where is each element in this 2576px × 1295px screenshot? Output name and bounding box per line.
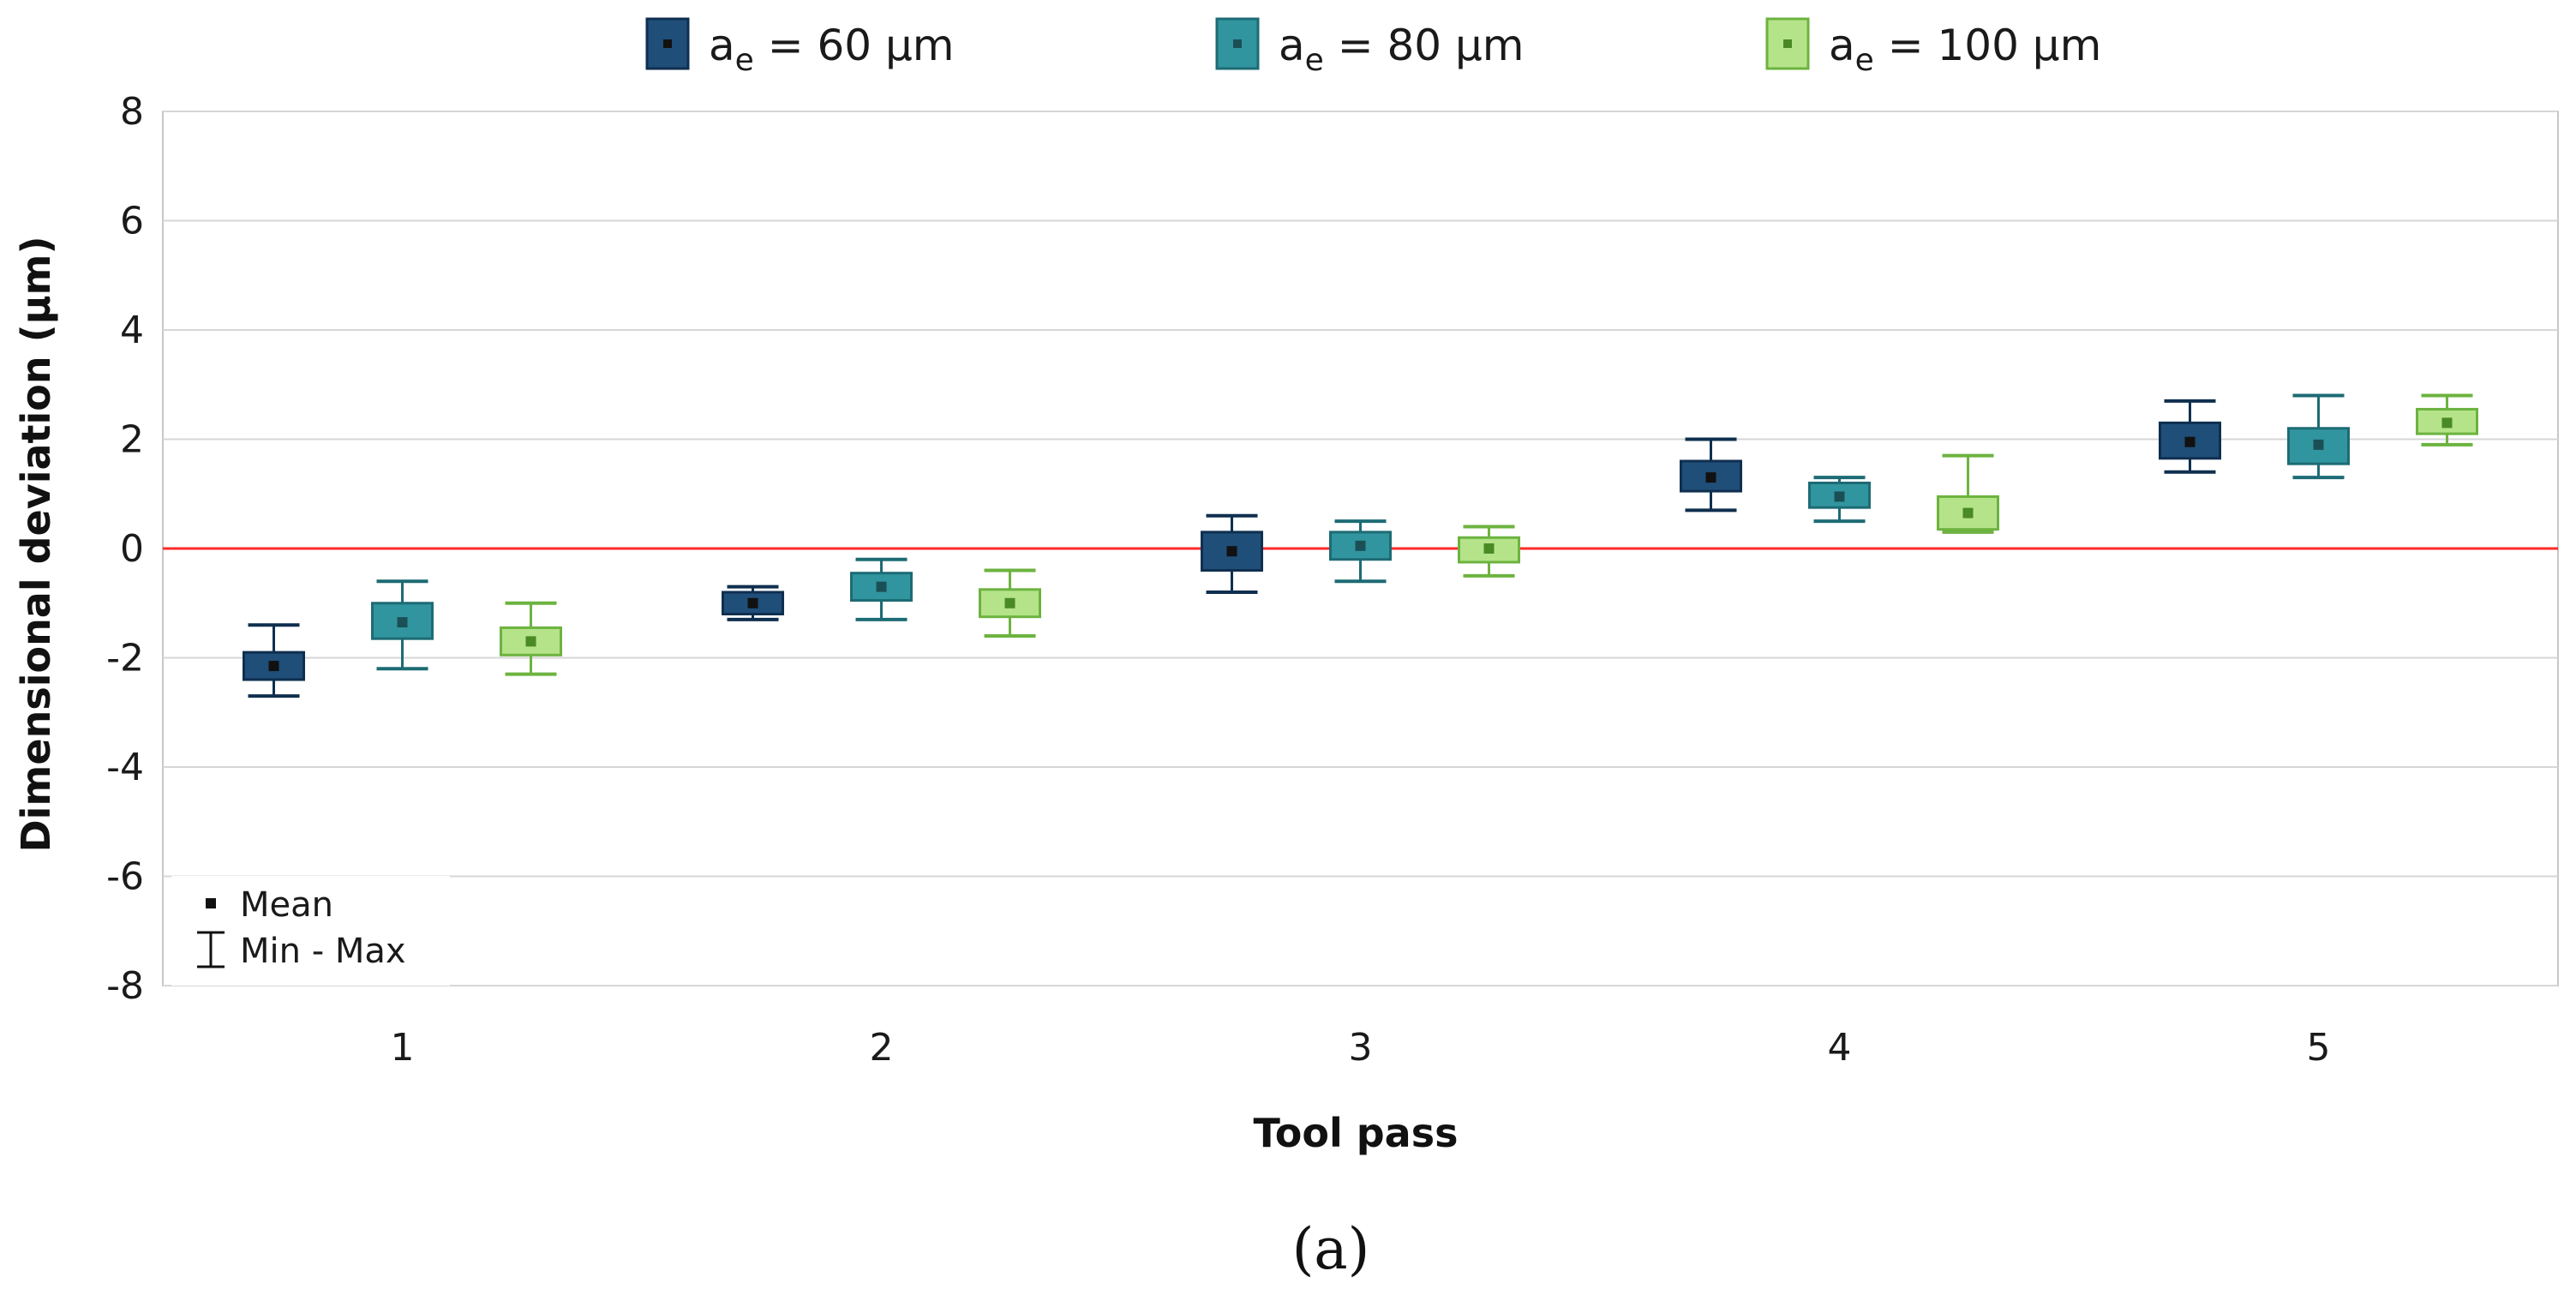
box-series-1-pass-1 (243, 623, 305, 698)
mean-marker (397, 617, 408, 628)
box (2416, 407, 2478, 435)
key-mean-label: Mean (240, 885, 333, 925)
box-series-3-pass-3 (1458, 525, 1520, 578)
x-tick-label: 4 (1828, 1026, 1852, 1070)
x-tick-label: 1 (391, 1026, 415, 1070)
mean-marker (525, 636, 536, 647)
x-tick-label: 5 (2307, 1026, 2331, 1070)
box-series-3-pass-1 (500, 601, 562, 676)
y-tick-label: 4 (120, 309, 144, 352)
box-series-1-pass-2 (722, 585, 784, 621)
mean-marker (2313, 439, 2324, 450)
mean-marker (268, 661, 279, 672)
mean-marker (747, 597, 758, 609)
mean-marker (1483, 543, 1495, 554)
key-box: Mean Min - Max (171, 876, 450, 986)
box-series-2-pass-1 (371, 579, 434, 671)
box (243, 650, 305, 681)
mean-marker (1962, 507, 1974, 519)
box (1937, 495, 1999, 531)
x-tick-label: 2 (870, 1026, 894, 1070)
y-tick-label: 6 (120, 200, 144, 243)
box-series-1-pass-5 (2159, 399, 2221, 474)
legend-item-3: ae = 100 µm (1765, 17, 2101, 78)
box-series-1-pass-4 (1680, 437, 1742, 513)
y-tick-label: 8 (120, 90, 144, 134)
legend-label: ae = 60 µm (709, 21, 955, 78)
box-series-2-pass-3 (1329, 519, 1392, 584)
legend: ae = 60 µm ae = 80 µm ae = 100 µm (645, 17, 2101, 78)
legend-mean-marker (663, 39, 672, 48)
y-tick-label: 0 (120, 527, 144, 571)
key-mean-marker (206, 898, 216, 908)
legend-label: ae = 100 µm (1829, 21, 2101, 78)
box-series-2-pass-5 (2287, 393, 2350, 480)
box-series-3-pass-5 (2416, 393, 2478, 447)
legend-mean-marker (1783, 39, 1792, 48)
legend-swatch (645, 17, 690, 70)
y-axis-title: Dimensional deviation (µm) (13, 236, 59, 852)
y-tick-label: -4 (106, 746, 144, 789)
x-tick-label: 3 (1349, 1026, 1373, 1070)
mean-marker (1834, 491, 1845, 502)
legend-item-2: ae = 80 µm (1215, 17, 1525, 78)
box-series-1-pass-3 (1201, 513, 1263, 594)
box-series-2-pass-2 (850, 557, 913, 621)
mean-marker (1705, 472, 1716, 483)
box-series-3-pass-4 (1937, 453, 1999, 534)
y-tick-label: 2 (120, 418, 144, 462)
box-series-3-pass-2 (979, 568, 1041, 638)
y-axis-ticks: -8 -6 -4 -2 0 2 4 6 8 (106, 90, 144, 1008)
key-minmax-label: Min - Max (240, 932, 406, 971)
panel-label: (a) (1292, 1216, 1370, 1282)
y-tick-label: -6 (106, 855, 144, 899)
legend-mean-marker (1233, 39, 1242, 48)
mean-marker (876, 581, 887, 592)
mean-marker (1226, 546, 1237, 557)
box-plots (243, 393, 2478, 698)
mean-marker (1355, 540, 1366, 551)
legend-item-1: ae = 60 µm (645, 17, 955, 78)
y-tick-label: -2 (106, 637, 144, 680)
legend-label: ae = 80 µm (1279, 21, 1525, 78)
box-series-2-pass-4 (1808, 476, 1871, 524)
mean-marker (2441, 417, 2453, 429)
mean-marker (1004, 597, 1015, 609)
mean-marker (2184, 436, 2196, 447)
x-axis-ticks: 1 2 3 4 5 (391, 1026, 2331, 1070)
y-tick-label: -8 (106, 964, 144, 1008)
x-axis-title: Tool pass (1254, 1110, 1459, 1156)
